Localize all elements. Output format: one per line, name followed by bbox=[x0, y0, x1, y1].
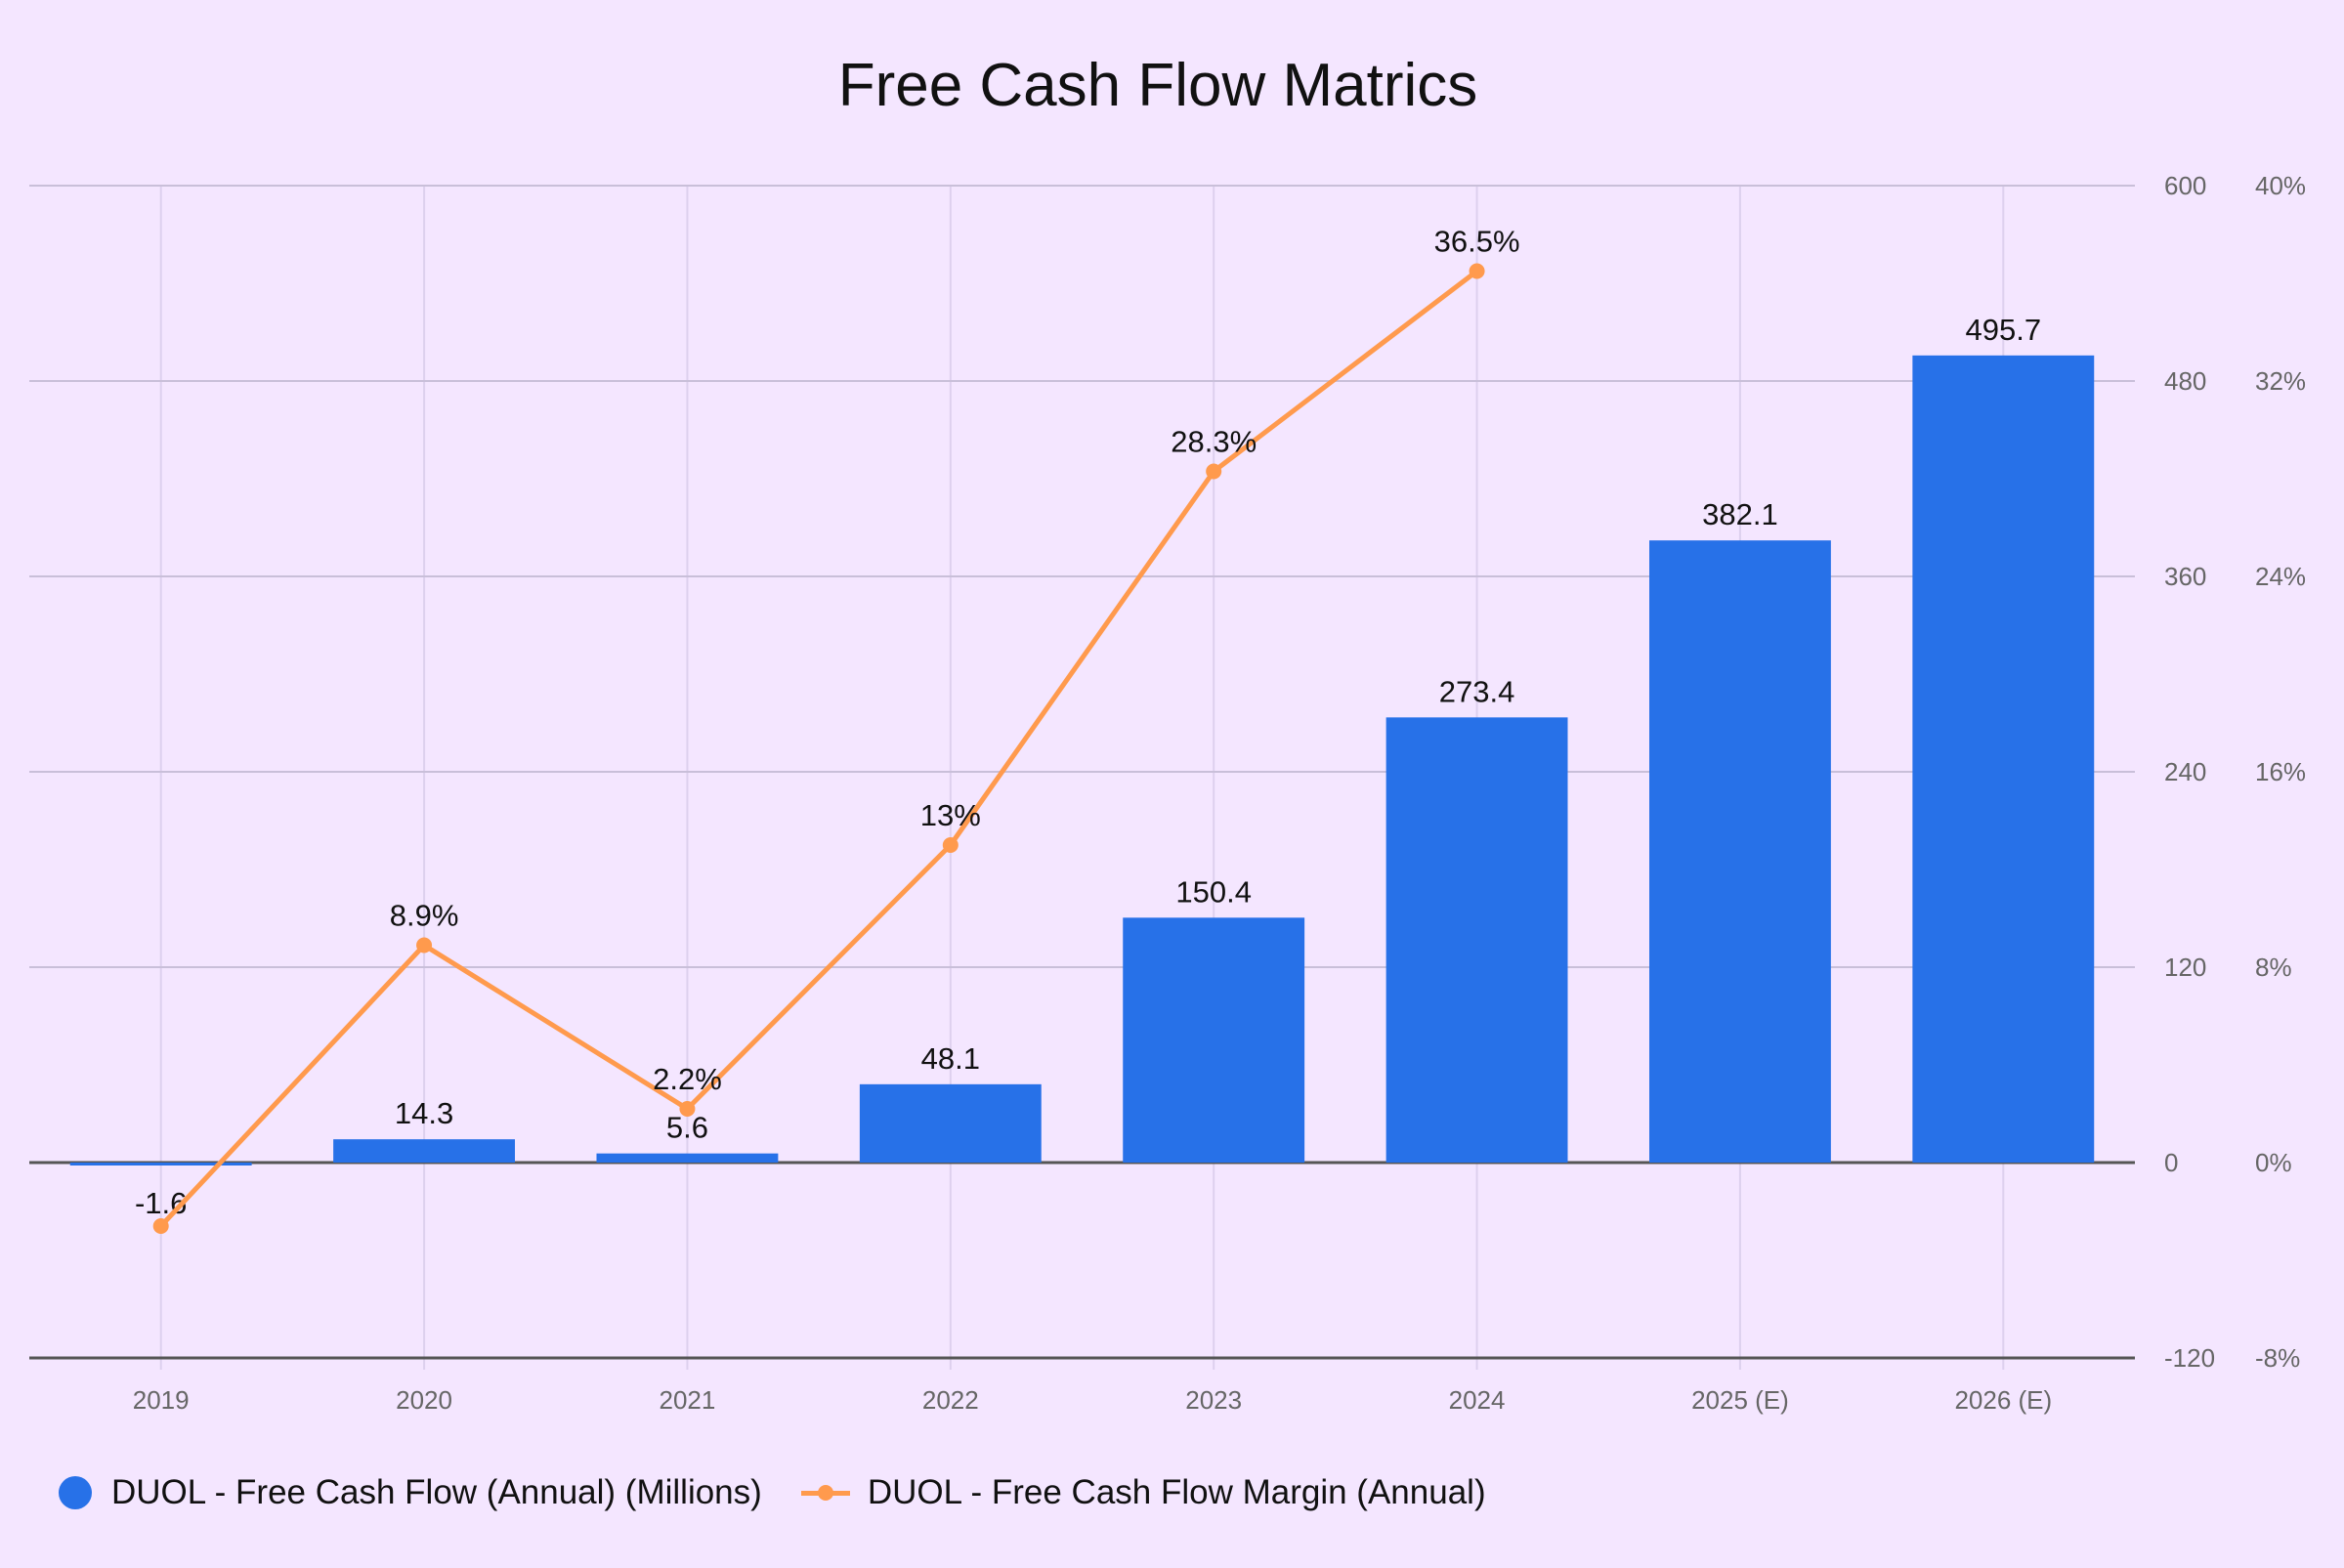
legend-line-swatch bbox=[800, 1483, 850, 1503]
legend: DUOL - Free Cash Flow (Annual) (Millions… bbox=[59, 1473, 1525, 1512]
x-tick-label: 2020 bbox=[396, 1385, 452, 1415]
legend-bar-label: DUOL - Free Cash Flow (Annual) (Millions… bbox=[111, 1473, 762, 1511]
x-tick-label: 2021 bbox=[660, 1385, 716, 1415]
y-left-tick-label: -120 bbox=[2164, 1343, 2215, 1373]
fcf-bar bbox=[1912, 355, 2095, 1163]
fcf-bar bbox=[596, 1153, 779, 1163]
margin-point bbox=[679, 1101, 696, 1117]
fcf-bar bbox=[1385, 717, 1568, 1163]
y-left-tick-label: 240 bbox=[2164, 757, 2206, 786]
fcf-bar-label: 273.4 bbox=[1439, 674, 1515, 708]
fcf-bar bbox=[69, 1163, 252, 1165]
fcf-bar bbox=[333, 1139, 515, 1163]
margin-point bbox=[942, 837, 959, 853]
y-left-tick-label: 0 bbox=[2164, 1148, 2178, 1177]
margin-point-label: 28.3% bbox=[1171, 425, 1257, 459]
y-right-tick-label: 16% bbox=[2255, 757, 2306, 786]
fcf-bar-label: 48.1 bbox=[921, 1041, 980, 1076]
x-tick-label: 2019 bbox=[133, 1385, 190, 1415]
x-tick-label: 2026 (E) bbox=[1954, 1385, 2052, 1415]
fcf-bar bbox=[1649, 540, 1831, 1163]
margin-point bbox=[416, 937, 433, 954]
x-tick-label: 2024 bbox=[1449, 1385, 1506, 1415]
fcf-bar-label: 382.1 bbox=[1702, 497, 1778, 531]
margin-point-label: 36.5% bbox=[1434, 225, 1520, 259]
y-right-tick-label: -8% bbox=[2255, 1343, 2300, 1373]
x-tick-label: 2025 (E) bbox=[1691, 1385, 1789, 1415]
y-right-tick-label: 24% bbox=[2255, 562, 2306, 591]
fcf-bar-label: 150.4 bbox=[1175, 874, 1252, 909]
margin-point bbox=[1469, 263, 1485, 279]
y-left-tick-label: 120 bbox=[2164, 953, 2206, 982]
margin-point bbox=[152, 1218, 169, 1234]
legend-line-label: DUOL - Free Cash Flow Margin (Annual) bbox=[867, 1473, 1486, 1511]
margin-line bbox=[158, 269, 1479, 1228]
margin-point-label: 2.2% bbox=[653, 1062, 722, 1096]
y-right-tick-label: 8% bbox=[2255, 953, 2292, 982]
legend-item-fcf[interactable]: DUOL - Free Cash Flow (Annual) (Millions… bbox=[59, 1473, 762, 1512]
legend-item-margin[interactable]: DUOL - Free Cash Flow Margin (Annual) bbox=[800, 1473, 1486, 1512]
fcf-bar-label: 14.3 bbox=[395, 1096, 453, 1130]
x-tick-label: 2022 bbox=[922, 1385, 979, 1415]
legend-bar-swatch bbox=[59, 1476, 92, 1509]
margin-point-label: 13% bbox=[920, 798, 981, 832]
y-left-tick-label: 600 bbox=[2164, 171, 2206, 200]
chart-title: Free Cash Flow Matrics bbox=[837, 52, 1478, 119]
fcf-bar bbox=[1123, 917, 1305, 1163]
fcf-bar-label: 495.7 bbox=[1966, 313, 2042, 347]
margin-point-label: 8.9% bbox=[390, 899, 459, 933]
fcf-bar-label: -1.6 bbox=[135, 1186, 187, 1220]
y-right-tick-label: 32% bbox=[2255, 366, 2306, 396]
y-left-tick-label: 360 bbox=[2164, 562, 2206, 591]
fcf-bar bbox=[859, 1083, 1042, 1163]
y-right-tick-label: 0% bbox=[2255, 1148, 2292, 1177]
margin-point bbox=[1206, 463, 1222, 480]
x-tick-label: 2023 bbox=[1185, 1385, 1242, 1415]
y-left-tick-label: 480 bbox=[2164, 366, 2206, 396]
y-right-tick-label: 40% bbox=[2255, 171, 2306, 200]
